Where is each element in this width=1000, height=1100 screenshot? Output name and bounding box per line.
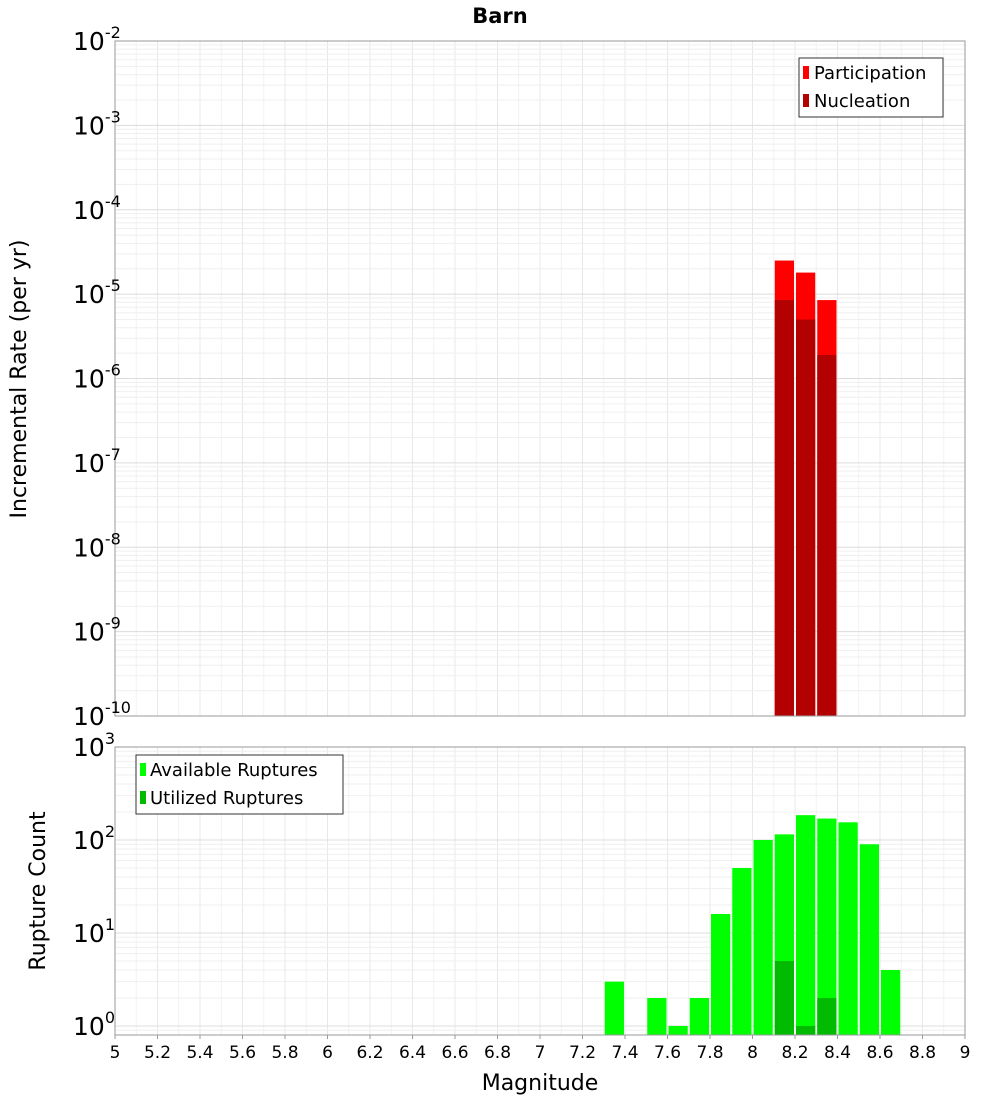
top-plot-panel: 10-10 10-9 10-8 10-7 10-6 10-5 10-4 10-3 10-2 In… xyxy=(7,23,966,731)
x-tick-label: 6.4 xyxy=(399,1043,426,1063)
bottom-bar-available-ruptures xyxy=(647,997,667,1035)
x-tick-label: 6.2 xyxy=(356,1043,383,1063)
legend-label-participation: Participation xyxy=(814,63,926,84)
x-tick-label: 6.8 xyxy=(484,1043,511,1063)
bottom-bar-available-ruptures xyxy=(753,839,773,1035)
top-plot-frame xyxy=(114,40,966,717)
bottom-bar-available-ruptures xyxy=(817,818,837,1035)
x-tick-labels: 5 5.2 5.4 5.6 5.8 6 6.2 6.4 6.6 6.8 7 7.2 7.4 7.6 7.8 8… xyxy=(110,1035,971,1063)
bottom-plot-panel: 100 101 102 103 5 5.2 5.4 5.6 5.8 6 6.2 6.4 6.6 6.8 7… xyxy=(26,729,970,1096)
y-tick-label: 103 xyxy=(73,729,115,762)
bottom-bar-available-ruptures xyxy=(711,914,731,1035)
x-tick-label: 5.6 xyxy=(229,1043,256,1063)
y-tick-label: 102 xyxy=(73,822,115,855)
x-tick-label: 8.2 xyxy=(781,1043,808,1063)
x-tick-label: 8 xyxy=(747,1043,758,1063)
y-tick-label: 10-8 xyxy=(73,529,121,562)
y-tick-label: 10-6 xyxy=(73,361,121,394)
bottom-bars xyxy=(604,815,901,1035)
y-tick-label: 10-5 xyxy=(73,276,121,309)
x-tick-label: 5.2 xyxy=(144,1043,171,1063)
bottom-bar-available-ruptures xyxy=(881,969,901,1035)
x-tick-label: 8.8 xyxy=(909,1043,936,1063)
y-tick-label: 101 xyxy=(73,915,115,948)
top-legend: Participation Nucleation xyxy=(798,57,944,118)
y-tick-label: 10-9 xyxy=(73,614,121,647)
bottom-bar-utilized-ruptures xyxy=(796,1025,816,1035)
bottom-legend-box xyxy=(135,754,344,815)
bottom-y-tick-labels: 100 101 102 103 xyxy=(73,729,115,1041)
x-tick-label: 6 xyxy=(322,1043,333,1063)
y-tick-label: 10-3 xyxy=(73,107,121,140)
top-y-axis-label: Incremental Rate (per yr) xyxy=(7,240,32,519)
x-tick-label: 7.8 xyxy=(696,1043,723,1063)
x-tick-label: 6.6 xyxy=(441,1043,468,1063)
y-tick-label: 10-7 xyxy=(73,445,121,478)
legend-label-available: Available Ruptures xyxy=(150,760,318,781)
x-tick-label: 7 xyxy=(535,1043,546,1063)
bottom-bar-available-ruptures xyxy=(689,997,709,1035)
bottom-bar-available-ruptures xyxy=(838,822,858,1035)
top-bar-nucleation xyxy=(774,300,794,716)
bottom-bar-utilized-ruptures xyxy=(817,997,837,1035)
bottom-bar-available-ruptures xyxy=(859,844,879,1035)
legend-label-nucleation: Nucleation xyxy=(814,91,910,112)
bottom-bar-available-ruptures xyxy=(604,981,624,1035)
chart-title: Barn xyxy=(472,4,527,28)
x-tick-label: 9 xyxy=(960,1043,971,1063)
top-bars xyxy=(774,260,837,716)
legend-swatch-available xyxy=(140,763,146,776)
legend-swatch-participation xyxy=(803,66,809,79)
x-tick-label: 7.2 xyxy=(569,1043,596,1063)
bottom-bar-available-ruptures xyxy=(796,815,816,1035)
bottom-bar-utilized-ruptures xyxy=(774,960,794,1035)
bottom-legend: Available Ruptures Utilized Ruptures xyxy=(135,754,344,815)
y-tick-label: 10-2 xyxy=(73,23,121,56)
legend-label-utilized: Utilized Ruptures xyxy=(150,788,303,809)
top-bar-nucleation xyxy=(817,354,837,716)
y-tick-label: 10-10 xyxy=(73,698,131,731)
legend-swatch-utilized xyxy=(140,791,146,804)
x-tick-label: 8.6 xyxy=(866,1043,893,1063)
y-tick-label: 10-4 xyxy=(73,192,121,225)
bottom-bar-available-ruptures xyxy=(668,1025,688,1035)
top-y-tick-labels: 10-10 10-9 10-8 10-7 10-6 10-5 10-4 10-3 10-2 xyxy=(73,23,131,731)
top-legend-box xyxy=(798,57,944,118)
x-tick-label: 5.4 xyxy=(186,1043,213,1063)
x-tick-label: 5.8 xyxy=(271,1043,298,1063)
top-bar-nucleation xyxy=(796,319,816,716)
x-tick-label: 7.6 xyxy=(654,1043,681,1063)
x-tick-label: 7.4 xyxy=(611,1043,638,1063)
bottom-bar-available-ruptures xyxy=(732,867,752,1035)
bottom-y-axis-label: Rupture Count xyxy=(26,811,51,971)
legend-swatch-nucleation xyxy=(803,94,809,107)
x-tick-label: 5 xyxy=(110,1043,121,1063)
y-tick-label: 100 xyxy=(73,1008,115,1041)
top-grid xyxy=(114,40,966,717)
x-axis-label: Magnitude xyxy=(482,1071,599,1096)
x-tick-label: 8.4 xyxy=(824,1043,851,1063)
